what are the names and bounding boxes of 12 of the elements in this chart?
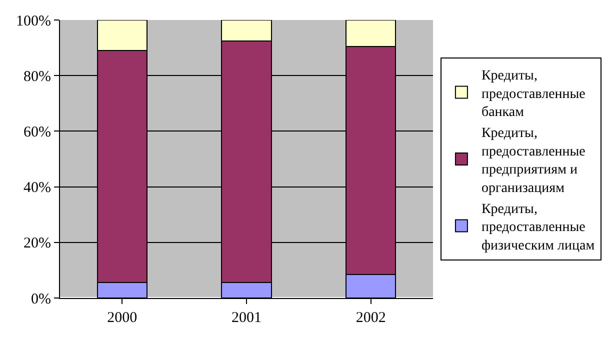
legend-label: Кредиты, предоставленные банкам <box>481 68 586 120</box>
y-tick-label: 40% <box>24 180 51 196</box>
legend-label: Кредиты, предоставленные физическим лицам <box>481 202 595 254</box>
legend-label: Кредиты, предоставленные предприятиям и организациям <box>481 126 586 196</box>
x-tick-label: 2000 <box>107 310 138 326</box>
y-tick-label: 0% <box>31 291 51 308</box>
y-tick-label: 100% <box>16 13 51 30</box>
y-tick-label: 60% <box>24 124 51 140</box>
y-tick-label: 20% <box>24 236 51 252</box>
x-tick-label: 2001 <box>232 310 262 326</box>
y-tick-label: 80% <box>24 68 51 85</box>
x-tick-label: 2002 <box>356 310 386 326</box>
